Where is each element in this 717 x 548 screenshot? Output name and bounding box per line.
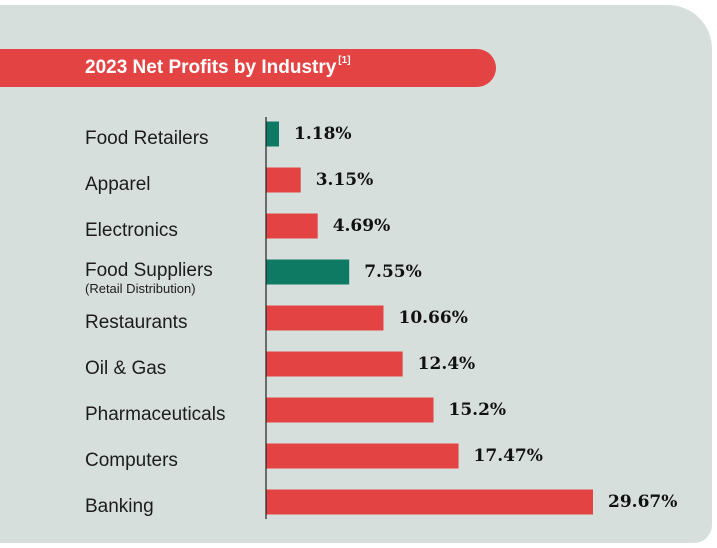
chart-title-footnote: [1] — [338, 55, 351, 66]
value-label-0: 1.18% — [294, 124, 352, 144]
bar-2 — [266, 213, 318, 239]
category-sublabel-3: (Retail Distribution) — [85, 281, 196, 296]
category-label-3: Food Suppliers — [85, 260, 213, 281]
category-label-2: Electronics — [85, 220, 178, 241]
value-label-7: 17.47% — [474, 446, 543, 466]
category-label-8: Banking — [85, 496, 154, 517]
chart-title-text: 2023 Net Profits by Industry — [85, 57, 337, 78]
category-label-6: Pharmaceuticals — [85, 404, 225, 425]
bar-3 — [266, 259, 350, 285]
category-label-0: Food Retailers — [85, 128, 209, 149]
bar-8 — [266, 489, 593, 515]
chart-title: 2023 Net Profits by Industry [1] — [85, 55, 351, 79]
value-label-2: 4.69% — [333, 216, 391, 236]
value-label-6: 15.2% — [449, 400, 507, 420]
category-label-4: Restaurants — [85, 312, 187, 333]
value-label-1: 3.15% — [316, 170, 374, 190]
category-label-1: Apparel — [85, 174, 151, 195]
bar-4 — [266, 305, 384, 331]
category-label-5: Oil & Gas — [85, 358, 166, 379]
bar-7 — [266, 443, 459, 469]
bar-6 — [266, 397, 434, 423]
value-label-5: 12.4% — [418, 354, 476, 374]
category-label-7: Computers — [85, 450, 178, 471]
value-label-3: 7.55% — [364, 262, 422, 282]
value-label-4: 10.66% — [398, 308, 467, 328]
title-banner — [0, 49, 496, 87]
value-label-8: 29.67% — [608, 492, 677, 512]
bar-0 — [266, 121, 280, 147]
bar-5 — [266, 351, 403, 377]
bar-1 — [266, 167, 301, 193]
